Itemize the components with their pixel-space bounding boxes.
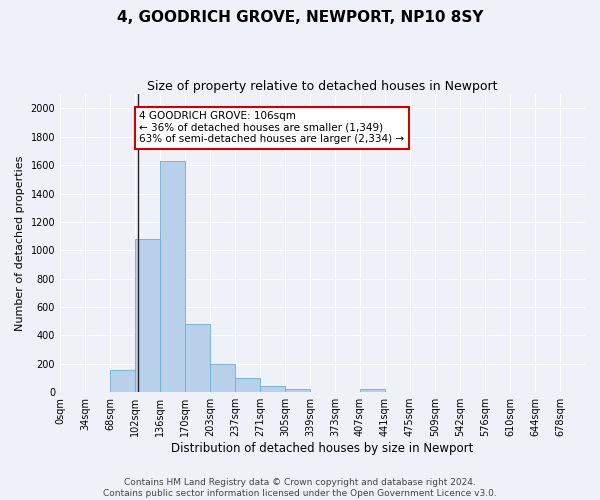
Bar xyxy=(160,161,185,392)
Bar xyxy=(210,364,235,392)
Bar xyxy=(135,239,160,392)
Title: Size of property relative to detached houses in Newport: Size of property relative to detached ho… xyxy=(147,80,498,93)
Text: 4 GOODRICH GROVE: 106sqm
← 36% of detached houses are smaller (1,349)
63% of sem: 4 GOODRICH GROVE: 106sqm ← 36% of detach… xyxy=(139,111,404,144)
Bar xyxy=(185,324,210,392)
Text: Contains HM Land Registry data © Crown copyright and database right 2024.
Contai: Contains HM Land Registry data © Crown c… xyxy=(103,478,497,498)
Bar xyxy=(110,370,135,392)
Bar xyxy=(260,386,285,392)
Bar xyxy=(360,390,385,392)
Y-axis label: Number of detached properties: Number of detached properties xyxy=(15,156,25,331)
Text: 4, GOODRICH GROVE, NEWPORT, NP10 8SY: 4, GOODRICH GROVE, NEWPORT, NP10 8SY xyxy=(117,10,483,25)
Bar xyxy=(285,388,310,392)
X-axis label: Distribution of detached houses by size in Newport: Distribution of detached houses by size … xyxy=(172,442,474,455)
Bar xyxy=(235,378,260,392)
